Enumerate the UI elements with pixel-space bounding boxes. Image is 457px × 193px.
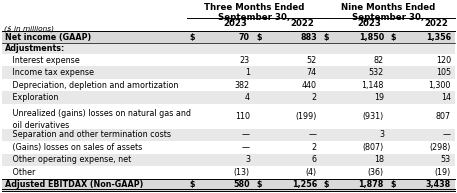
Text: $: $ — [189, 180, 195, 189]
Text: 19: 19 — [374, 93, 384, 102]
Text: Adjusted EBITDAX (Non-GAAP): Adjusted EBITDAX (Non-GAAP) — [5, 180, 143, 189]
Text: (931): (931) — [363, 112, 384, 121]
Text: Separation and other termination costs: Separation and other termination costs — [5, 130, 171, 140]
Text: 120: 120 — [436, 56, 451, 65]
Text: 3,438: 3,438 — [426, 180, 451, 189]
Text: 2022: 2022 — [425, 19, 448, 28]
Text: 440: 440 — [302, 81, 317, 90]
Text: 883: 883 — [300, 33, 317, 42]
Text: $: $ — [390, 33, 395, 42]
Text: Net income (GAAP): Net income (GAAP) — [5, 33, 91, 42]
Text: 2023: 2023 — [223, 19, 247, 28]
Text: 105: 105 — [436, 68, 451, 77]
Text: 2022: 2022 — [291, 19, 314, 28]
Text: (4): (4) — [306, 168, 317, 177]
Text: —: — — [242, 143, 250, 152]
Text: Depreciation, depletion and amortization: Depreciation, depletion and amortization — [5, 81, 178, 90]
Bar — [2, 129, 455, 141]
Text: (199): (199) — [296, 112, 317, 121]
Text: 74: 74 — [307, 68, 317, 77]
Bar — [2, 2, 455, 31]
Text: $: $ — [323, 33, 329, 42]
Text: 807: 807 — [436, 112, 451, 121]
Text: —: — — [443, 130, 451, 140]
Text: (298): (298) — [430, 143, 451, 152]
Text: 52: 52 — [307, 56, 317, 65]
Text: Income tax expense: Income tax expense — [5, 68, 94, 77]
Text: 1,356: 1,356 — [426, 33, 451, 42]
Text: 2: 2 — [312, 93, 317, 102]
Bar — [2, 179, 455, 191]
Text: Unrealized (gains) losses on natural gas and
   oil derivatives: Unrealized (gains) losses on natural gas… — [5, 109, 191, 130]
Text: —: — — [242, 130, 250, 140]
Text: 1: 1 — [245, 68, 250, 77]
Text: Interest expense: Interest expense — [5, 56, 80, 65]
Text: 70: 70 — [239, 33, 250, 42]
Text: 1,256: 1,256 — [292, 180, 317, 189]
Text: (36): (36) — [368, 168, 384, 177]
Text: ($ in millions): ($ in millions) — [4, 25, 54, 31]
Text: Nine Months Ended
September 30,: Nine Months Ended September 30, — [341, 3, 435, 22]
Text: Three Months Ended
September 30,: Three Months Ended September 30, — [204, 3, 304, 22]
Text: 3: 3 — [379, 130, 384, 140]
Text: 53: 53 — [441, 155, 451, 164]
Bar — [2, 79, 455, 91]
Text: 2023: 2023 — [357, 19, 381, 28]
Text: (19): (19) — [435, 168, 451, 177]
Bar — [2, 154, 455, 166]
Text: 23: 23 — [240, 56, 250, 65]
Bar — [2, 54, 455, 66]
Text: (13): (13) — [234, 168, 250, 177]
Text: $: $ — [390, 180, 395, 189]
Text: $: $ — [189, 33, 195, 42]
Text: 580: 580 — [234, 180, 250, 189]
Bar — [2, 166, 455, 179]
Text: 4: 4 — [245, 93, 250, 102]
Text: 1,148: 1,148 — [361, 81, 384, 90]
Bar — [2, 31, 455, 43]
Bar — [2, 91, 455, 104]
Text: —: — — [309, 130, 317, 140]
Bar — [2, 43, 455, 54]
Text: 110: 110 — [235, 112, 250, 121]
Bar — [2, 104, 455, 129]
Text: 1,878: 1,878 — [359, 180, 384, 189]
Text: 2: 2 — [312, 143, 317, 152]
Text: Adjustments:: Adjustments: — [5, 44, 65, 53]
Text: Other: Other — [5, 168, 35, 177]
Text: 382: 382 — [235, 81, 250, 90]
Text: Exploration: Exploration — [5, 93, 58, 102]
Text: 532: 532 — [369, 68, 384, 77]
Text: Other operating expense, net: Other operating expense, net — [5, 155, 131, 164]
Text: 3: 3 — [245, 155, 250, 164]
Text: 18: 18 — [374, 155, 384, 164]
Bar — [2, 66, 455, 79]
Text: 1,850: 1,850 — [359, 33, 384, 42]
Bar — [2, 141, 455, 154]
Text: (807): (807) — [363, 143, 384, 152]
Text: $: $ — [256, 180, 261, 189]
Text: $: $ — [256, 33, 261, 42]
Text: 6: 6 — [312, 155, 317, 164]
Text: 82: 82 — [374, 56, 384, 65]
Text: (Gains) losses on sales of assets: (Gains) losses on sales of assets — [5, 143, 142, 152]
Text: 1,300: 1,300 — [429, 81, 451, 90]
Text: 14: 14 — [441, 93, 451, 102]
Text: $: $ — [323, 180, 329, 189]
